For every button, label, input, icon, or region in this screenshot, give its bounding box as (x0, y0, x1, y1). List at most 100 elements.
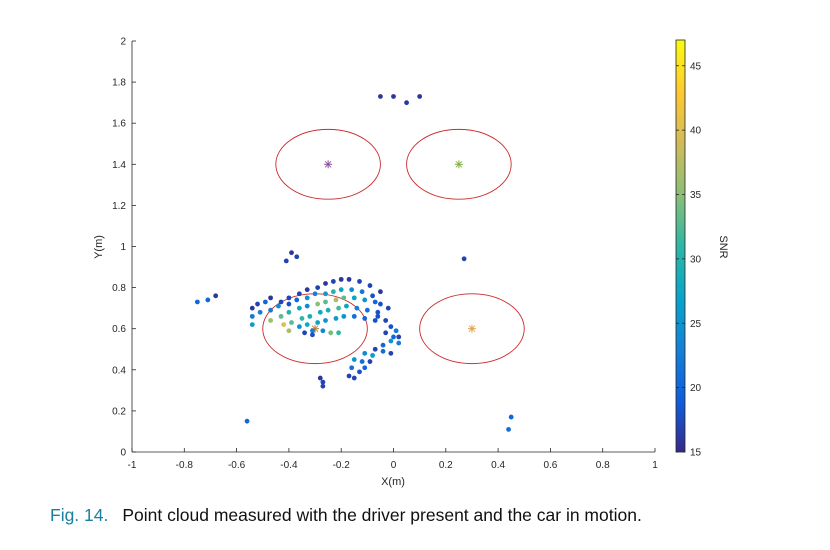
data-point (349, 287, 355, 293)
data-point (255, 301, 260, 307)
data-point (268, 295, 273, 301)
data-point (328, 330, 334, 336)
x-tick-label: -0.6 (228, 460, 246, 471)
data-point (375, 309, 381, 315)
data-point (315, 320, 321, 325)
colorbar-tick-label: 40 (690, 126, 702, 137)
data-point (370, 293, 375, 299)
seat-center-marker (324, 161, 332, 168)
data-point (359, 289, 365, 295)
data-point (375, 313, 381, 319)
y-tick-label: 1.4 (112, 160, 126, 171)
data-point (372, 299, 378, 305)
data-point (461, 256, 467, 262)
colorbar-tick-label: 25 (690, 319, 702, 330)
colorbar-tick-label: 15 (690, 448, 702, 459)
y-tick-label: 0.2 (112, 406, 126, 417)
data-point (338, 276, 344, 282)
data-point (396, 340, 402, 346)
y-tick-label: 0.4 (112, 365, 126, 376)
colorbar-tick-label: 35 (690, 190, 702, 201)
seat-center-marker (468, 325, 476, 332)
data-point (262, 299, 268, 305)
data-point (320, 328, 326, 334)
data-point (378, 301, 383, 307)
data-point (367, 283, 373, 288)
data-point (268, 318, 273, 323)
data-point (351, 375, 357, 381)
x-tick-label: -0.8 (176, 460, 194, 471)
data-point (307, 313, 313, 319)
x-tick-label: 1 (652, 460, 658, 471)
data-point (320, 379, 326, 385)
data-point (283, 258, 289, 264)
colorbar-ticks: 15 20 25 30 35 40 45 (676, 61, 702, 459)
data-point (378, 289, 383, 295)
y-tick-label: 0.8 (112, 283, 126, 294)
x-tick-label: 0.6 (543, 460, 557, 471)
data-point (294, 254, 300, 260)
data-point (323, 299, 328, 305)
data-point (302, 330, 307, 336)
data-point (404, 100, 409, 106)
data-point (286, 295, 292, 301)
data-point (351, 357, 357, 362)
data-point (357, 279, 362, 284)
data-point (333, 297, 339, 303)
data-point (506, 426, 511, 432)
y-tick-label: 0.6 (112, 324, 126, 335)
colorbar-tick-label: 30 (690, 254, 702, 265)
data-point (315, 285, 321, 290)
data-point (359, 359, 365, 364)
data-point (370, 353, 375, 358)
x-tick-label: 0 (391, 460, 397, 471)
x-tick-label: 0.4 (491, 460, 505, 471)
data-point (349, 365, 355, 371)
data-point (383, 330, 389, 336)
data-point (317, 309, 323, 315)
data-point (341, 295, 347, 301)
data-point (378, 94, 383, 99)
x-tick-label: -0.4 (280, 460, 298, 471)
colorbar-label: SNR (717, 235, 729, 258)
data-point (388, 324, 394, 330)
data-point (310, 328, 315, 334)
data-point (294, 297, 300, 303)
data-point (268, 307, 273, 313)
y-tick-label: 1.2 (112, 201, 126, 212)
data-point (372, 346, 378, 352)
data-point (276, 303, 281, 309)
data-point (393, 328, 399, 334)
data-point (391, 94, 396, 99)
data-point (338, 287, 344, 293)
x-tick-label: 0.2 (439, 460, 453, 471)
data-point (304, 287, 310, 293)
data-point (249, 313, 255, 319)
scatter-chart: -1 -0.8 -0.6 -0.4 -0.2 0 0.2 0.4 0.6 0.8 1 0 0.2 0.4… (93, 37, 729, 489)
data-point (346, 276, 352, 282)
figure-caption: Fig. 14. Point cloud measured with the dr… (50, 505, 790, 526)
data-point (391, 334, 396, 340)
seat-center-marker (455, 161, 463, 168)
data-point (385, 305, 391, 311)
point-cloud (194, 94, 514, 432)
data-point (396, 334, 402, 340)
y-axis-label: Y(m) (93, 235, 105, 259)
y-tick-label: 1.8 (112, 78, 126, 89)
data-point (249, 305, 255, 311)
data-point (249, 322, 255, 327)
data-point (325, 307, 331, 313)
data-point (213, 293, 219, 299)
data-point (417, 94, 423, 99)
x-tick-label: -0.2 (333, 460, 351, 471)
data-point (508, 414, 514, 420)
data-point (257, 309, 263, 315)
data-point (278, 299, 284, 305)
x-axis-ticks: -1 -0.8 -0.6 -0.4 -0.2 0 0.2 0.4 0.6 0.8 1 (128, 448, 658, 471)
data-point (364, 307, 370, 313)
data-point (388, 350, 394, 356)
data-point (354, 305, 360, 311)
y-tick-label: 2 (120, 37, 126, 48)
data-point (323, 291, 328, 297)
data-point (289, 320, 294, 325)
